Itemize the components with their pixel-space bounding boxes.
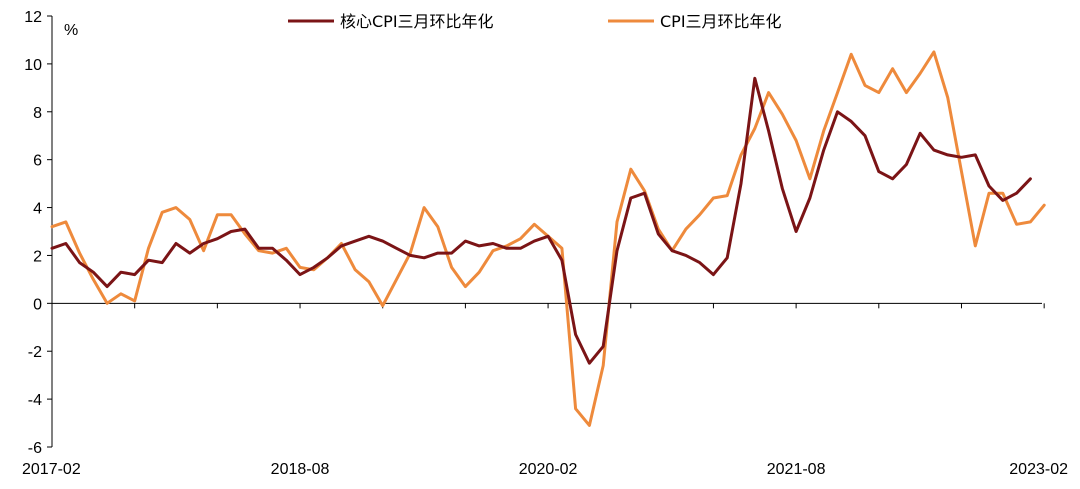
- y-tick-label: -4: [28, 392, 42, 409]
- x-tick-label: 2017-02: [22, 461, 81, 478]
- series-layer: [50, 50, 1046, 427]
- y-tick-label: 12: [24, 9, 42, 26]
- x-tick-label: 2018-08: [271, 461, 330, 478]
- y-tick-label: 0: [33, 296, 42, 313]
- legend-label: 核心CPI三月环比年化: [340, 12, 494, 31]
- x-tick-label: 2023-02: [1009, 461, 1068, 478]
- legend-label: CPI三月环比年化: [660, 12, 782, 31]
- y-tick-label: 6: [33, 153, 42, 170]
- legend: 核心CPI三月环比年化 CPI三月环比年化: [288, 12, 782, 31]
- y-tick-label: 2: [33, 248, 42, 265]
- y-tick-label: -6: [28, 440, 42, 457]
- y-tick-label: -2: [28, 344, 42, 361]
- y-tick-label: 8: [33, 105, 42, 122]
- y-tick-label: 4: [33, 201, 42, 218]
- axes: -6 -4 -2 0 2 4 6 8 10 12 2017-02 2018-08 2020-02 2021…: [22, 9, 1068, 478]
- x-tick-label: 2020-02: [519, 461, 578, 478]
- x-tick-label: 2021-08: [767, 461, 826, 478]
- y-unit-label: %: [64, 22, 78, 39]
- series-line-core-cpi: [50, 76, 1032, 365]
- y-tick-label: 10: [24, 57, 42, 74]
